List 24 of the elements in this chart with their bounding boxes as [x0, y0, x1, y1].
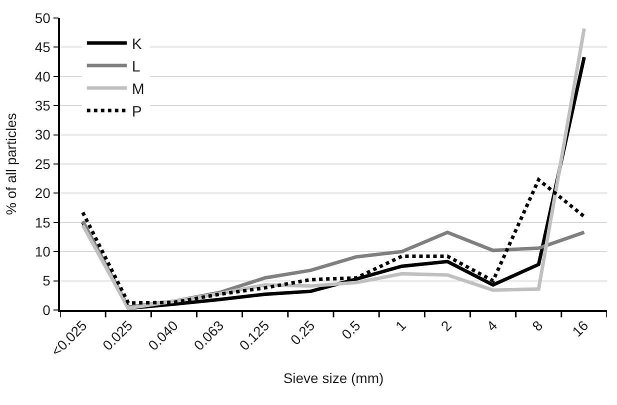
y-tick-label: 5: [42, 272, 51, 289]
y-tick-label: 50: [34, 10, 51, 26]
y-tick-label: 10: [34, 244, 51, 260]
x-tick-label: 2: [438, 317, 455, 334]
legend-label: M: [132, 80, 144, 98]
y-tick-label: 30: [34, 126, 51, 143]
legend-label: P: [132, 103, 142, 120]
x-tick-label: 1: [392, 317, 410, 334]
y-tick-label: 35: [34, 98, 51, 114]
y-tick-label: 45: [34, 39, 51, 56]
x-tick-label: 16: [568, 317, 592, 340]
x-tick-label: 4: [483, 317, 500, 334]
legend-label: K: [132, 36, 142, 53]
x-axis-title: Sieve size (mm): [283, 370, 384, 386]
y-tick-label: 15: [34, 214, 51, 230]
y-axis-title: % of all particles: [2, 113, 19, 215]
x-tick-label: 8: [528, 317, 546, 334]
y-tick-label: 20: [34, 185, 51, 202]
x-tick-label: 0.5: [338, 317, 364, 342]
y-tick-label: 0: [42, 302, 51, 318]
legend-label: L: [132, 58, 140, 76]
y-tick-label: 40: [34, 68, 51, 84]
x-tick-label: 0.25: [287, 317, 318, 348]
y-tick-label: 25: [34, 156, 51, 172]
